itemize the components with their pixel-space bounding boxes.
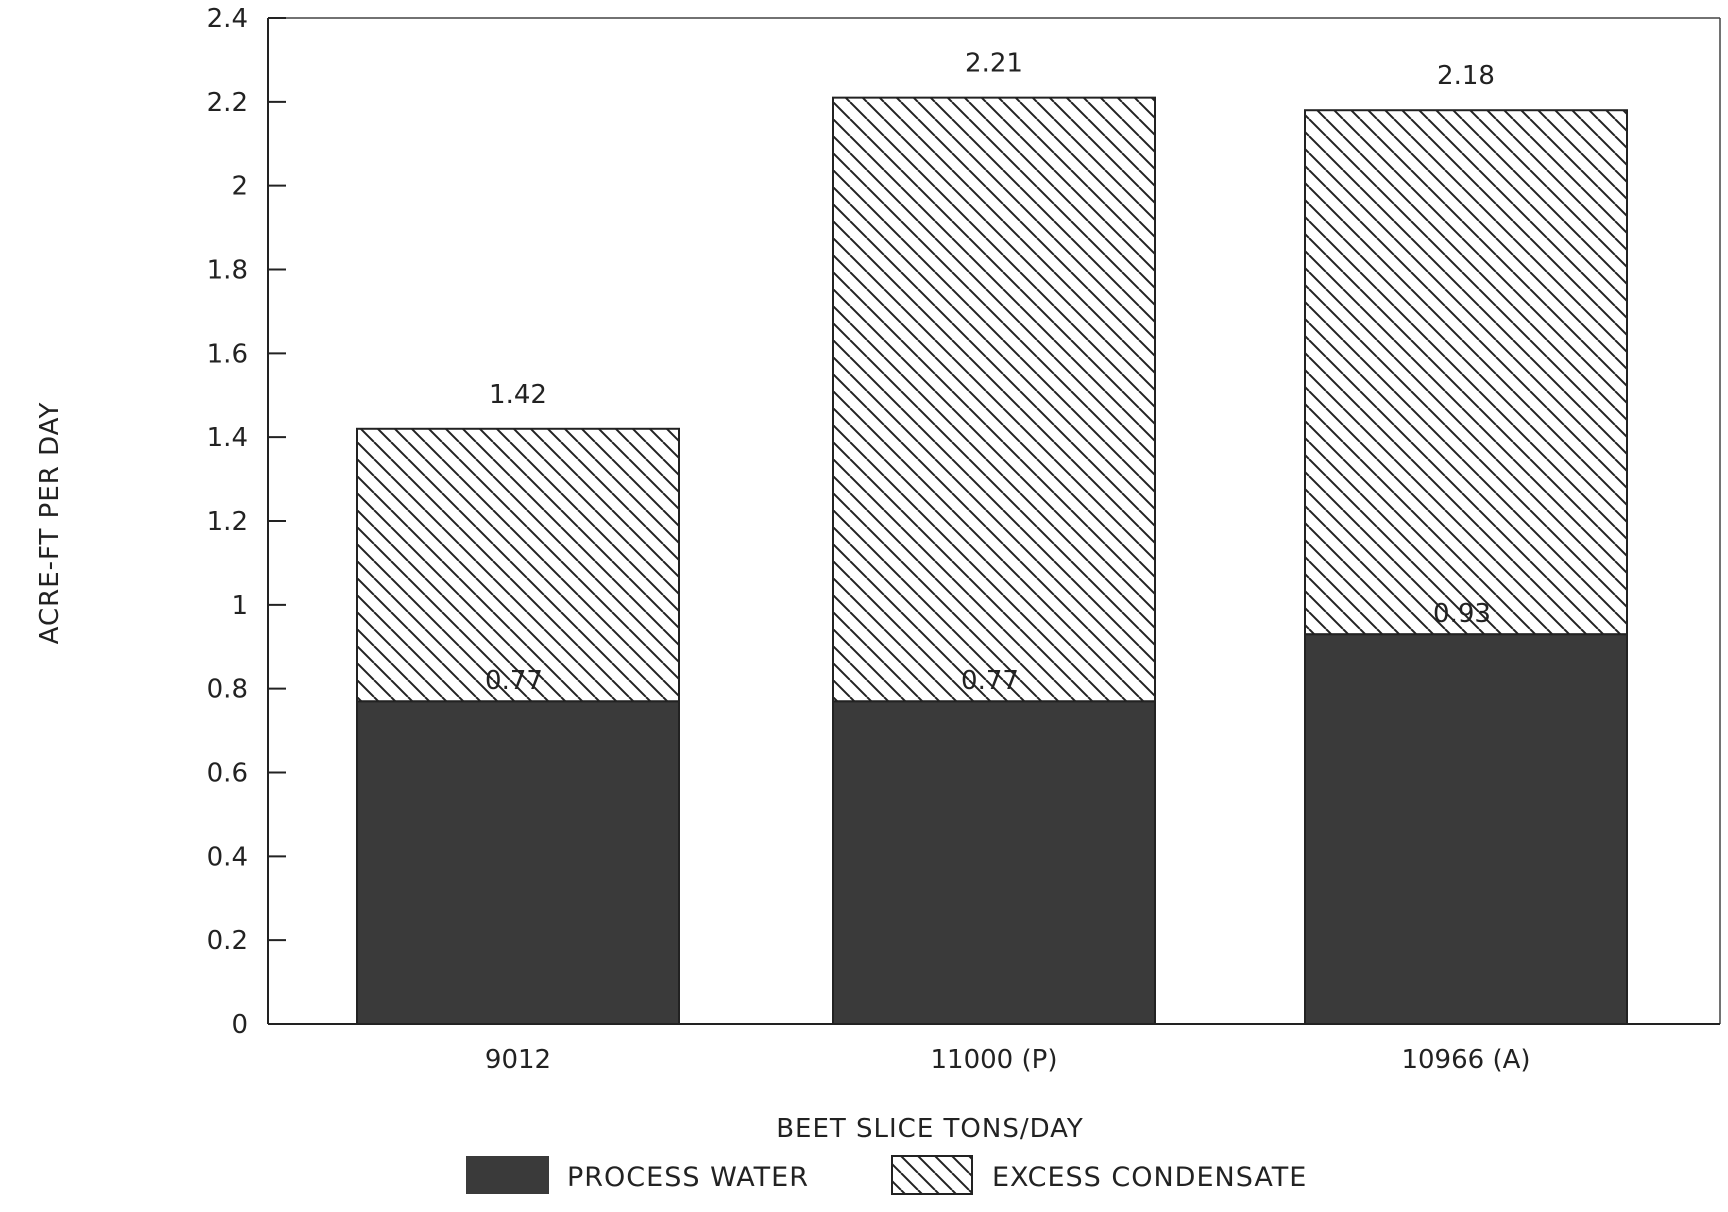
segment-value-label: 0.93: [1433, 599, 1491, 629]
segment-value-label: 0.77: [485, 666, 543, 696]
bar-segment-process-water: [356, 700, 680, 1025]
y-tick-label: 1.2: [207, 507, 248, 537]
y-tick-label: 1.4: [207, 423, 248, 453]
x-tick-label: 9012: [485, 1045, 551, 1075]
legend-swatch-excess-condensate: [891, 1155, 973, 1195]
total-value-label: 2.21: [965, 49, 1023, 79]
x-tick-label: 11000 (P): [931, 1045, 1058, 1075]
y-tick-label: 0: [231, 1010, 248, 1040]
y-tick-label: 0.2: [207, 926, 248, 956]
y-tick-label: 0.6: [207, 759, 248, 789]
y-tick-label: 1.8: [207, 256, 248, 286]
y-tick-label: 2.2: [207, 88, 248, 118]
y-tick-label: 2: [231, 172, 248, 202]
x-tick-label: 10966 (A): [1401, 1045, 1530, 1075]
legend-swatch-process-water: [466, 1156, 549, 1194]
bar-segment-excess-condensate: [356, 427, 680, 703]
segment-value-label: 0.77: [961, 666, 1019, 696]
x-axis-title: BEET SLICE TONS/DAY: [776, 1114, 1084, 1144]
bar-segment-excess-condensate: [1304, 109, 1628, 636]
y-axis-title: ACRE-FT PER DAY: [35, 402, 65, 645]
total-value-label: 1.42: [489, 380, 547, 410]
legend-label-excess-condensate: EXCESS CONDENSATE: [992, 1162, 1307, 1193]
bar-segment-excess-condensate: [832, 96, 1156, 703]
total-value-label: 2.18: [1437, 61, 1495, 91]
y-tick-label: 2.4: [207, 4, 248, 34]
bar-segment-process-water: [832, 700, 1156, 1025]
y-tick-label: 1: [231, 591, 248, 621]
bar-segment-process-water: [1304, 633, 1628, 1025]
legend: PROCESS WATER EXCESS CONDENSATE: [466, 1155, 1307, 1195]
legend-label-process-water: PROCESS WATER: [567, 1162, 809, 1193]
y-tick-label: 0.4: [207, 842, 248, 872]
y-tick-label: 1.6: [207, 339, 248, 369]
y-tick-label: 0.8: [207, 675, 248, 705]
